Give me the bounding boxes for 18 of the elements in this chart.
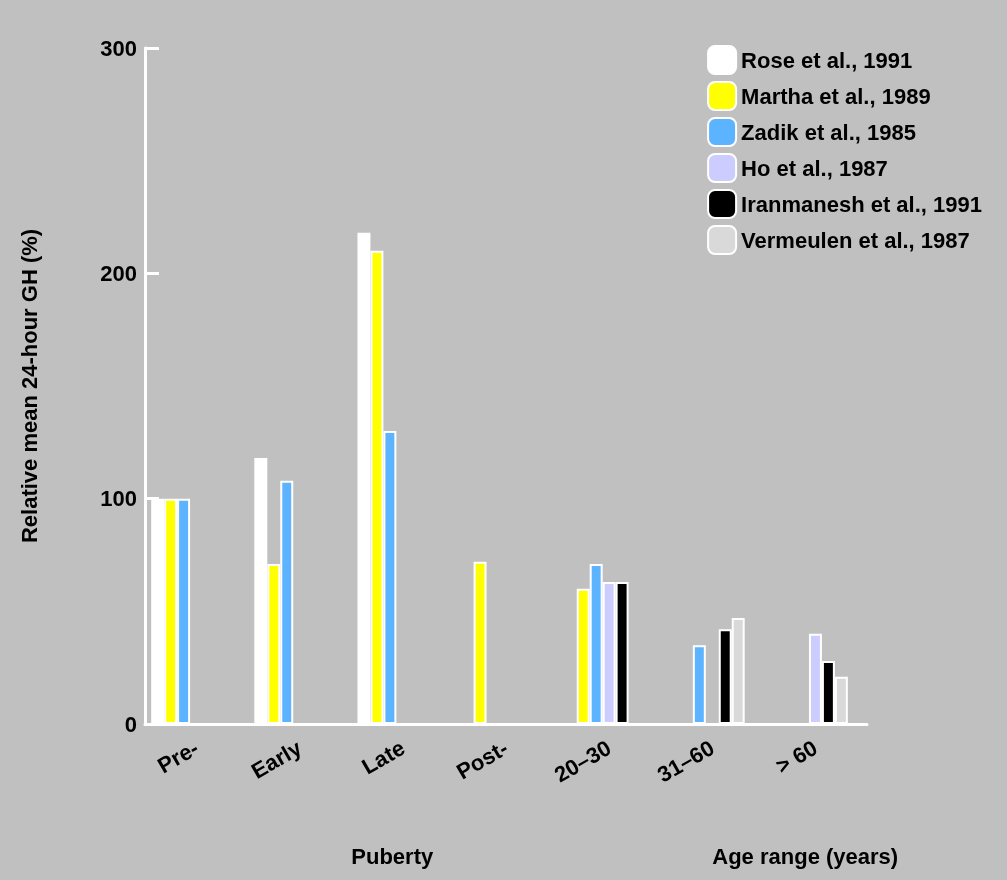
y-axis-title: Relative mean 24-hour GH (%): [16, 228, 42, 544]
y-tick-label: 100: [100, 486, 137, 512]
legend-label: Vermeulen et al., 1987: [741, 227, 970, 253]
legend-label: Zadik et al., 1985: [741, 119, 916, 145]
x-tick-label: Post-: [452, 735, 513, 785]
y-tick-label: 200: [100, 260, 137, 286]
legend-label: Rose et al., 1991: [741, 47, 913, 73]
y-tick-label: 0: [124, 711, 137, 737]
text: Age range (years): [712, 843, 899, 869]
y-tick-label: 300: [100, 35, 137, 61]
legend-label: Iranmanesh et al., 1991: [741, 191, 982, 217]
x-tick-label: Late: [357, 735, 410, 780]
x-tick-label: > 60: [771, 735, 822, 779]
text: Puberty: [351, 843, 434, 869]
legend-label: Ho et al., 1987: [741, 155, 888, 181]
x-tick-label: Pre-: [153, 735, 203, 779]
x-tick-label: Early: [246, 734, 307, 784]
legend-label: Martha et al., 1989: [741, 83, 931, 109]
